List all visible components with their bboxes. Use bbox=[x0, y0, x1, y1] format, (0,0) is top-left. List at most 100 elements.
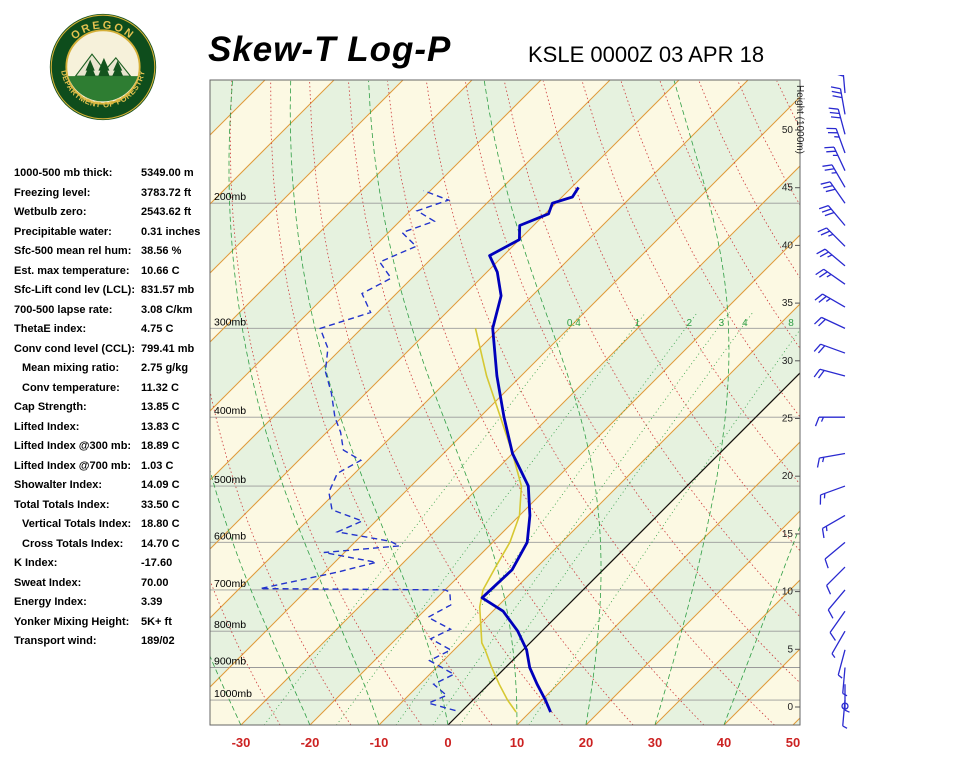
wind-barb bbox=[818, 204, 846, 226]
index-value: 189/02 bbox=[141, 635, 175, 647]
index-row: Conv temperature: 11.32 C bbox=[14, 382, 210, 402]
index-row: Sfc-Lift cond lev (LCL): 831.57 mb bbox=[14, 284, 210, 304]
logo-ground bbox=[68, 76, 138, 102]
wind-barb bbox=[831, 630, 846, 659]
mixing-ratio-label: 0.4 bbox=[567, 318, 581, 329]
wind-barb bbox=[822, 164, 846, 188]
index-value: 799.41 mb bbox=[141, 342, 195, 355]
wind-barb bbox=[842, 667, 848, 697]
index-value: -17.60 bbox=[141, 557, 173, 569]
wind-barb bbox=[820, 181, 846, 204]
index-label: Cap Strength: bbox=[14, 401, 87, 413]
height-axis-label: 35 bbox=[782, 298, 794, 309]
height-axis-label: 15 bbox=[782, 529, 794, 540]
index-row: Lifted Index @300 mb: 18.89 C bbox=[14, 440, 210, 460]
mixing-ratio-label: 8 bbox=[788, 318, 794, 329]
index-label: 700-500 lapse rate: bbox=[14, 303, 113, 316]
index-row: Est. max temperature: 10.66 C bbox=[14, 265, 210, 285]
index-label: Vertical Totals Index: bbox=[22, 518, 132, 530]
temp-axis-label: 40 bbox=[717, 735, 731, 750]
index-row: Sweat Index: 70.00 bbox=[14, 577, 210, 597]
index-row: Vertical Totals Index: 18.80 C bbox=[14, 518, 210, 538]
index-label: Transport wind: bbox=[14, 635, 97, 647]
index-label: Conv temperature: bbox=[22, 381, 120, 394]
index-row: Precipitable water: 0.31 inches bbox=[14, 226, 210, 246]
fir-trees-icon bbox=[84, 57, 124, 78]
index-label: Total Totals Index: bbox=[14, 498, 110, 511]
temp-axis-label: -30 bbox=[232, 735, 251, 750]
index-value: 2.75 g/kg bbox=[141, 362, 189, 374]
index-label: Sfc-Lift cond lev (LCL): bbox=[14, 284, 135, 296]
page-title: Skew-T Log-P bbox=[208, 30, 452, 69]
temp-axis-label: 0 bbox=[444, 735, 451, 750]
index-value: 10.66 C bbox=[141, 264, 180, 277]
indices-panel: 1000-500 mb thick: 5349.00 m Freezing leve… bbox=[14, 167, 210, 655]
index-label: Showalter Index: bbox=[14, 479, 103, 491]
index-value: 3783.72 ft bbox=[141, 186, 192, 199]
index-value: 0.31 inches bbox=[141, 225, 201, 238]
height-axis-label: 45 bbox=[782, 183, 794, 194]
index-label: Yonker Mixing Height: bbox=[14, 615, 130, 628]
index-label: Lifted Index: bbox=[14, 420, 80, 433]
index-row: Conv cond level (CCL): 799.41 mb bbox=[14, 343, 210, 363]
plot-area bbox=[210, 80, 800, 725]
wind-barb bbox=[844, 684, 850, 713]
pressure-label: 800mb bbox=[214, 619, 246, 631]
index-label: Precipitable water: bbox=[14, 225, 112, 238]
index-label: Mean mixing ratio: bbox=[22, 362, 120, 374]
index-value: 13.83 C bbox=[141, 420, 180, 433]
index-value: 831.57 mb bbox=[141, 284, 195, 296]
wind-barb bbox=[826, 566, 846, 595]
wind-barb bbox=[813, 368, 846, 379]
index-value: 3.08 C/km bbox=[141, 303, 193, 316]
temp-axis-label: 30 bbox=[648, 735, 662, 750]
height-axis-label: 0 bbox=[787, 702, 793, 713]
height-axis-title: Height (1000m) bbox=[794, 85, 805, 154]
index-value: 18.89 C bbox=[141, 440, 180, 452]
index-row: 1000-500 mb thick: 5349.00 m bbox=[14, 167, 210, 187]
pressure-label: 700mb bbox=[214, 578, 246, 590]
index-label: Lifted Index @300 mb: bbox=[14, 440, 132, 452]
index-label: Sfc-500 mean rel hum: bbox=[14, 245, 132, 257]
temp-axis-label: 10 bbox=[510, 735, 524, 750]
index-label: Lifted Index @700 mb: bbox=[14, 459, 132, 472]
index-value: 38.56 % bbox=[141, 245, 182, 257]
index-label: K Index: bbox=[14, 557, 58, 569]
index-label: Conv cond level (CCL): bbox=[14, 342, 136, 355]
index-label: Energy Index: bbox=[14, 596, 87, 608]
index-value: 14.09 C bbox=[141, 479, 180, 491]
temp-axis-label: 50 bbox=[786, 735, 800, 750]
index-value: 1.03 C bbox=[141, 459, 174, 472]
wind-barb bbox=[829, 610, 846, 641]
wind-barb bbox=[828, 107, 846, 135]
dewpoint-trace bbox=[259, 189, 456, 712]
index-value: 18.80 C bbox=[141, 518, 180, 530]
temp-axis-label: 20 bbox=[579, 735, 593, 750]
pressure-label: 200mb bbox=[214, 191, 246, 203]
mixing-ratio-label: 1 bbox=[635, 318, 641, 329]
wind-barb bbox=[830, 86, 846, 115]
wind-barb bbox=[816, 452, 846, 468]
wind-barb bbox=[824, 541, 846, 569]
height-axis-label: 50 bbox=[782, 125, 794, 136]
index-label: Wetbulb zero: bbox=[14, 206, 87, 218]
index-value: 33.50 C bbox=[141, 498, 180, 511]
wind-barb bbox=[814, 316, 846, 329]
index-row: Cross Totals Index: 14.70 C bbox=[14, 538, 210, 558]
wind-barb bbox=[815, 268, 846, 285]
temp-axis-label: -20 bbox=[301, 735, 320, 750]
index-label: Cross Totals Index: bbox=[22, 537, 124, 550]
index-row: Wetbulb zero: 2543.62 ft bbox=[14, 206, 210, 226]
wind-barb bbox=[826, 127, 846, 154]
index-value: 3.39 bbox=[141, 596, 163, 608]
sounding-id-label: KSLE 0000Z 03 APR 18 bbox=[528, 42, 765, 67]
index-row: Transport wind: 189/02 bbox=[14, 635, 210, 655]
pressure-label: 300mb bbox=[214, 316, 246, 328]
index-row: ThetaE index: 4.75 C bbox=[14, 323, 210, 343]
height-axis-label: 5 bbox=[787, 644, 793, 655]
index-row: Showalter Index: 14.09 C bbox=[14, 479, 210, 499]
wind-barb bbox=[813, 343, 846, 354]
index-row: Yonker Mixing Height: 5K+ ft bbox=[14, 616, 210, 636]
wind-barb bbox=[821, 514, 846, 539]
